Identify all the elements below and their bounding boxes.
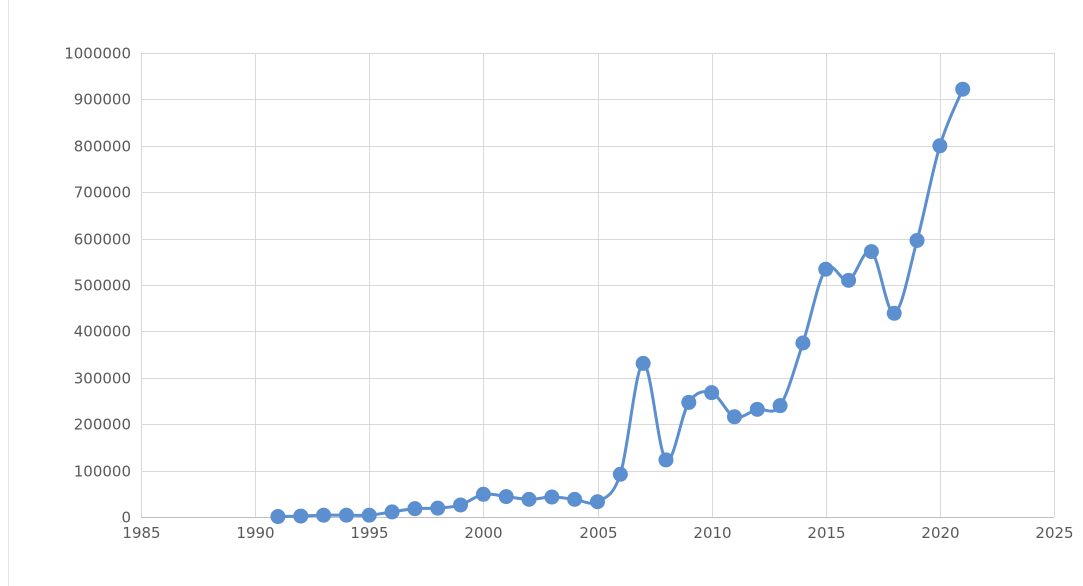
data-point-2016 [841, 272, 857, 288]
x-tick-label: 2015 [807, 524, 845, 542]
x-tick-label: 2000 [464, 524, 502, 542]
x-tick-label: 2020 [921, 524, 959, 542]
data-point-2006 [612, 466, 628, 482]
data-point-1993 [316, 507, 332, 523]
y-tick-label: 600000 [74, 231, 131, 249]
data-point-2008 [658, 452, 674, 468]
y-tick-label: 800000 [74, 138, 131, 156]
series-line [276, 87, 965, 519]
data-point-2002 [521, 491, 537, 507]
y-tick-label: 1000000 [64, 45, 131, 63]
x-axis-tick-labels: 1985 1990 1995 2000 2005 2010 2015 2020 2025 [122, 524, 1073, 542]
x-tick-label: 2025 [1035, 524, 1073, 542]
data-point-2014 [795, 335, 811, 351]
x-tick-label: 2005 [579, 524, 617, 542]
data-point-2005 [590, 494, 605, 510]
y-tick-label: 200000 [74, 416, 131, 434]
data-point-2019 [909, 232, 925, 248]
data-point-2000 [475, 486, 491, 502]
x-tick-label: 1990 [236, 524, 274, 542]
data-point-2013 [772, 398, 788, 414]
data-point-2021 [955, 81, 971, 97]
y-axis-tick-labels: 0 100000 200000 300000 400000 500000 600000 700… [64, 45, 131, 527]
data-point-2007 [635, 355, 651, 371]
data-point-1996 [384, 504, 400, 520]
y-tick-label: 0 [121, 509, 131, 527]
data-point-2011 [726, 409, 742, 425]
y-tick-label: 100000 [74, 463, 131, 481]
data-point-2009 [681, 394, 697, 410]
data-point-1994 [338, 507, 354, 523]
y-tick-label: 900000 [74, 91, 131, 109]
data-point-2017 [863, 244, 879, 260]
x-tick-label: 1995 [350, 524, 388, 542]
y-tick-label: 400000 [74, 323, 131, 341]
data-point-1998 [430, 500, 446, 516]
data-point-1991 [270, 509, 286, 525]
grid-layer [141, 53, 1055, 518]
y-tick-label: 300000 [74, 370, 131, 388]
x-tick-label: 2010 [693, 524, 731, 542]
data-point-2012 [749, 401, 765, 417]
y-tick-label: 700000 [74, 184, 131, 202]
series-layer [270, 81, 971, 525]
data-point-1995 [361, 507, 377, 523]
data-point-1992 [293, 508, 309, 524]
data-point-1999 [453, 497, 469, 513]
data-point-1997 [407, 501, 423, 517]
data-point-2020 [932, 138, 948, 154]
data-point-2004 [567, 491, 583, 507]
x-tick-label: 1985 [122, 524, 160, 542]
data-point-2010 [704, 385, 720, 401]
data-point-2015 [818, 261, 834, 277]
data-point-2003 [544, 489, 560, 505]
data-point-2018 [886, 305, 902, 321]
data-point-2001 [498, 489, 514, 505]
left-border-line [8, 0, 9, 586]
y-tick-label: 500000 [74, 277, 131, 295]
